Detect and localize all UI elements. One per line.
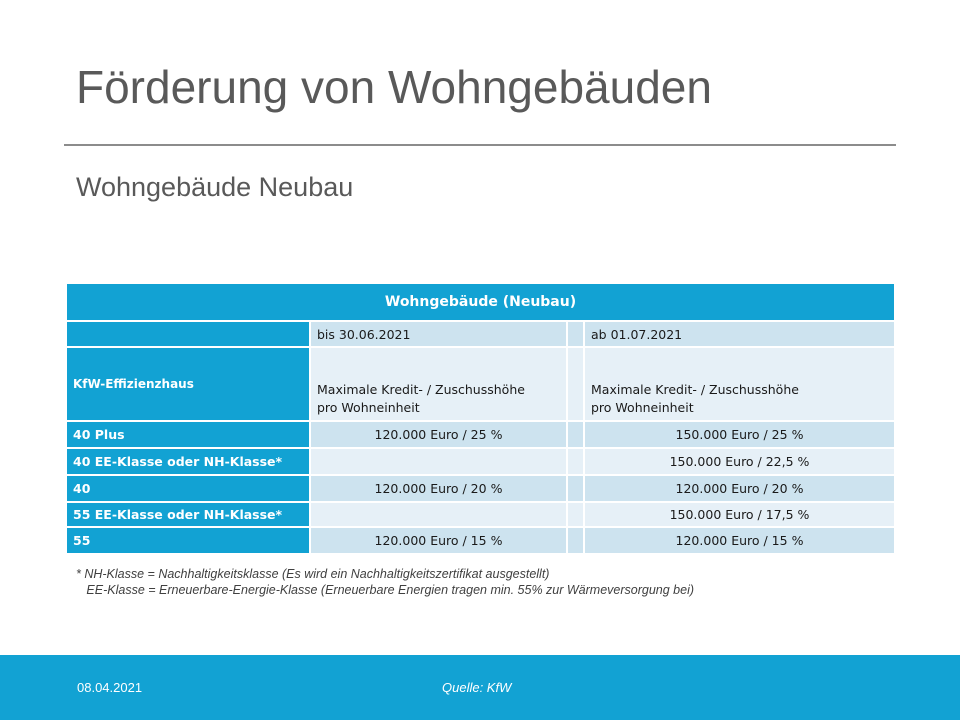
value-period-1 bbox=[309, 447, 568, 476]
footnote: * NH-Klasse = Nachhaltigkeitsklasse (Es … bbox=[76, 566, 694, 598]
value-period-1: 120.000 Euro / 20 % bbox=[309, 474, 568, 503]
table-caption: Wohngebäude (Neubau) bbox=[65, 282, 896, 322]
spacer-cell bbox=[566, 501, 585, 528]
description-period-2: Maximale Kredit- / Zuschusshöhe pro Wohn… bbox=[583, 346, 896, 422]
row-label: 55 EE-Klasse oder NH-Klasse* bbox=[65, 501, 311, 528]
table-row: 40 EE-Klasse oder NH-Klasse* 150.000 Eur… bbox=[65, 447, 896, 476]
row-label: 40 EE-Klasse oder NH-Klasse* bbox=[65, 447, 311, 476]
spacer-cell bbox=[566, 346, 585, 422]
slide-title: Förderung von Wohngebäuden bbox=[76, 61, 712, 113]
spacer-cell bbox=[566, 447, 585, 476]
footnote-line: EE-Klasse = Erneuerbare-Energie-Klasse (… bbox=[76, 583, 695, 597]
row-label: 40 Plus bbox=[65, 420, 311, 449]
spacer-cell bbox=[566, 474, 585, 503]
funding-table: Wohngebäude (Neubau) bis 30.06.2021 ab 0… bbox=[65, 282, 896, 555]
description-line: pro Wohneinheit bbox=[591, 400, 694, 415]
column-header-period-1: bis 30.06.2021 bbox=[309, 320, 568, 348]
table-description-row: KfW-Effizienzhaus Maximale Kredit- / Zus… bbox=[65, 346, 896, 422]
table-row: 55 EE-Klasse oder NH-Klasse* 150.000 Eur… bbox=[65, 501, 896, 528]
table-row: 40 120.000 Euro / 20 % 120.000 Euro / 20… bbox=[65, 474, 896, 503]
row-label: 40 bbox=[65, 474, 311, 503]
value-period-1: 120.000 Euro / 25 % bbox=[309, 420, 568, 449]
table-caption-row: Wohngebäude (Neubau) bbox=[65, 282, 896, 322]
table-header-row: bis 30.06.2021 ab 01.07.2021 bbox=[65, 320, 896, 348]
footer-source: Quelle: KfW bbox=[442, 680, 512, 695]
value-period-2: 120.000 Euro / 15 % bbox=[583, 526, 896, 555]
row-header-label: KfW-Effizienzhaus bbox=[65, 346, 311, 422]
description-period-1: Maximale Kredit- / Zuschusshöhe pro Wohn… bbox=[309, 346, 568, 422]
table-row: 40 Plus 120.000 Euro / 25 % 150.000 Euro… bbox=[65, 420, 896, 449]
slide-subtitle: Wohngebäude Neubau bbox=[76, 172, 354, 202]
column-header-period-2: ab 01.07.2021 bbox=[583, 320, 896, 348]
value-period-1 bbox=[309, 501, 568, 528]
footer-date: 08.04.2021 bbox=[77, 680, 143, 695]
description-line: Maximale Kredit- / Zuschusshöhe bbox=[317, 382, 525, 397]
value-period-1: 120.000 Euro / 15 % bbox=[309, 526, 568, 555]
spacer-cell bbox=[566, 420, 585, 449]
footer-bar: 08.04.2021 Quelle: KfW bbox=[0, 655, 960, 720]
value-period-2: 120.000 Euro / 20 % bbox=[583, 474, 896, 503]
spacer-cell bbox=[566, 526, 585, 555]
description-line: Maximale Kredit- / Zuschusshöhe bbox=[591, 382, 799, 397]
row-label: 55 bbox=[65, 526, 311, 555]
value-period-2: 150.000 Euro / 22,5 % bbox=[583, 447, 896, 476]
title-divider bbox=[64, 144, 896, 146]
value-period-2: 150.000 Euro / 17,5 % bbox=[583, 501, 896, 528]
value-period-2: 150.000 Euro / 25 % bbox=[583, 420, 896, 449]
footnote-line: * NH-Klasse = Nachhaltigkeitsklasse (Es … bbox=[76, 567, 550, 581]
header-empty-cell bbox=[65, 320, 311, 348]
description-line: pro Wohneinheit bbox=[317, 400, 420, 415]
table-row: 55 120.000 Euro / 15 % 120.000 Euro / 15… bbox=[65, 526, 896, 555]
spacer-cell bbox=[566, 320, 585, 348]
